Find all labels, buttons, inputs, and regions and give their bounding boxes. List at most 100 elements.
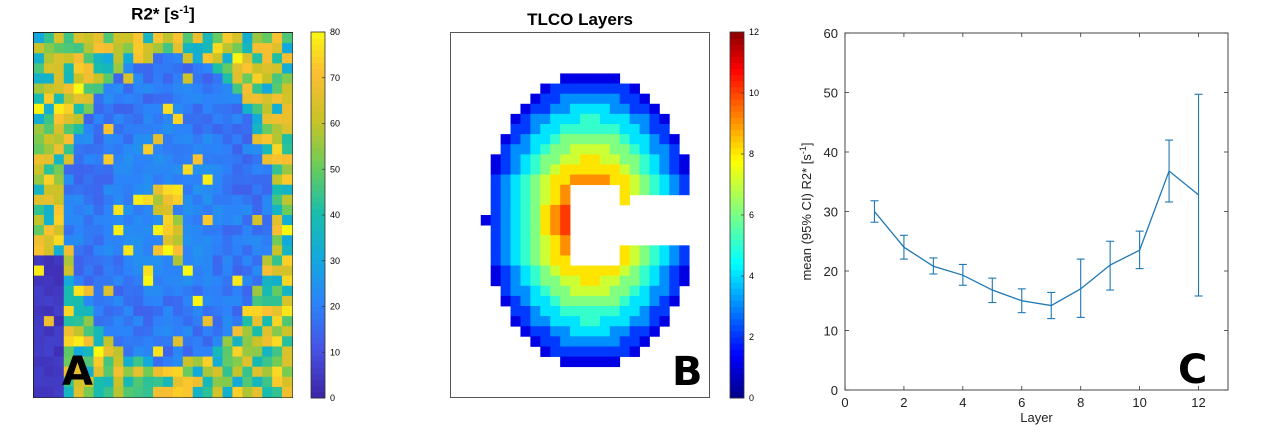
r2-cell xyxy=(63,316,75,327)
r2-cell xyxy=(172,43,184,54)
tlco-colorbar-swatch xyxy=(730,251,744,259)
r2-cell xyxy=(34,83,45,95)
r2-colorbar-swatch xyxy=(311,147,325,155)
x-tick-label: 6 xyxy=(1018,395,1025,410)
r2-cell xyxy=(153,356,164,368)
r2-cell xyxy=(242,316,253,327)
r2-cell xyxy=(232,356,243,368)
r2-cell xyxy=(143,73,154,84)
r2-cell xyxy=(83,53,94,64)
tlco-cell xyxy=(580,103,591,115)
r2-cell xyxy=(212,316,223,327)
r2-cell xyxy=(202,144,214,155)
r2-cell xyxy=(202,225,214,236)
r2-cell xyxy=(143,93,154,105)
r2-cell xyxy=(192,154,204,165)
tlco-colorbar-tick-label: 2 xyxy=(749,332,754,342)
r2-cell xyxy=(123,63,134,74)
r2-cell xyxy=(282,306,293,317)
r2-cell xyxy=(53,134,65,145)
tlco-colorbar-swatch xyxy=(730,111,744,118)
r2-cell xyxy=(182,124,194,135)
tlco-cell xyxy=(609,275,621,287)
r2-colorbar-swatch xyxy=(311,330,325,338)
r2-cell xyxy=(53,316,65,327)
r2-cell xyxy=(123,346,134,357)
r2-cell xyxy=(272,83,283,95)
r2-cell xyxy=(34,184,45,196)
r2-cell xyxy=(103,43,114,54)
r2-cell xyxy=(202,285,214,297)
r2-cell xyxy=(172,326,184,337)
tlco-colorbar-swatch xyxy=(730,56,744,63)
r2-cell xyxy=(262,184,273,196)
r2-cell xyxy=(83,43,94,54)
tlco-cell xyxy=(589,144,601,155)
tlco-cell xyxy=(530,306,541,317)
tlco-cell xyxy=(619,83,631,95)
r2-cell xyxy=(34,144,45,155)
r2-colorbar-swatch xyxy=(311,86,325,94)
r2-cell xyxy=(73,386,85,398)
tlco-cell xyxy=(629,336,640,347)
r2-cell xyxy=(232,63,243,74)
r2-cell xyxy=(262,124,273,135)
r2-cell xyxy=(192,336,204,347)
r2-cell xyxy=(262,154,273,165)
r2-cell xyxy=(232,53,243,64)
r2-cell xyxy=(63,154,75,165)
r2-cell xyxy=(133,285,144,297)
x-axis-label: Layer xyxy=(1020,410,1053,425)
tlco-cell xyxy=(679,265,690,277)
r2-cell xyxy=(163,376,174,388)
r2-cell xyxy=(34,103,45,115)
r2-cell xyxy=(172,356,184,368)
tlco-cell xyxy=(609,73,621,84)
r2-cell xyxy=(63,33,75,44)
r2-cell xyxy=(73,144,85,155)
r2-cell xyxy=(212,144,223,155)
r2-cell xyxy=(93,255,104,266)
r2-cell xyxy=(163,366,174,378)
r2-cell xyxy=(232,316,243,327)
tlco-cell xyxy=(589,93,601,105)
r2-cell xyxy=(182,215,194,226)
r2-cell xyxy=(282,134,293,145)
r2-cell xyxy=(163,83,174,95)
r2-cell xyxy=(43,295,55,307)
r2-cell xyxy=(222,336,233,347)
tlco-cell xyxy=(619,346,631,357)
y-tick-label: 50 xyxy=(824,86,838,101)
r2-cell xyxy=(34,194,45,206)
r2-cell xyxy=(232,306,243,317)
r2-cell xyxy=(172,265,184,277)
tlco-cell xyxy=(679,174,690,186)
r2-cell xyxy=(73,366,85,378)
r2-cell xyxy=(53,265,65,277)
tlco-cell xyxy=(649,134,660,145)
r2-cell xyxy=(252,336,263,347)
r2-cell xyxy=(242,376,253,388)
tlco-colorbar-swatch xyxy=(730,312,744,320)
r2-cell xyxy=(182,275,194,287)
tlco-cell xyxy=(510,235,521,246)
tlco-cell xyxy=(510,184,521,196)
r2-cell xyxy=(172,184,184,196)
r2-cell xyxy=(262,285,273,297)
r2-cell xyxy=(182,326,194,337)
tlco-cell xyxy=(589,316,601,327)
r2-cell xyxy=(282,204,293,216)
r2-cell xyxy=(53,53,65,64)
r2-cell xyxy=(222,144,233,155)
tlco-cell xyxy=(639,154,650,165)
tlco-cell xyxy=(520,306,531,317)
r2-cell xyxy=(262,204,273,216)
tlco-cell xyxy=(500,204,511,216)
r2-colorbar-swatch xyxy=(311,385,325,393)
r2-cell xyxy=(63,83,75,95)
r2-cell xyxy=(192,204,204,216)
r2-cell xyxy=(232,346,243,357)
r2-cell xyxy=(93,73,104,84)
r2-cell xyxy=(73,43,85,54)
